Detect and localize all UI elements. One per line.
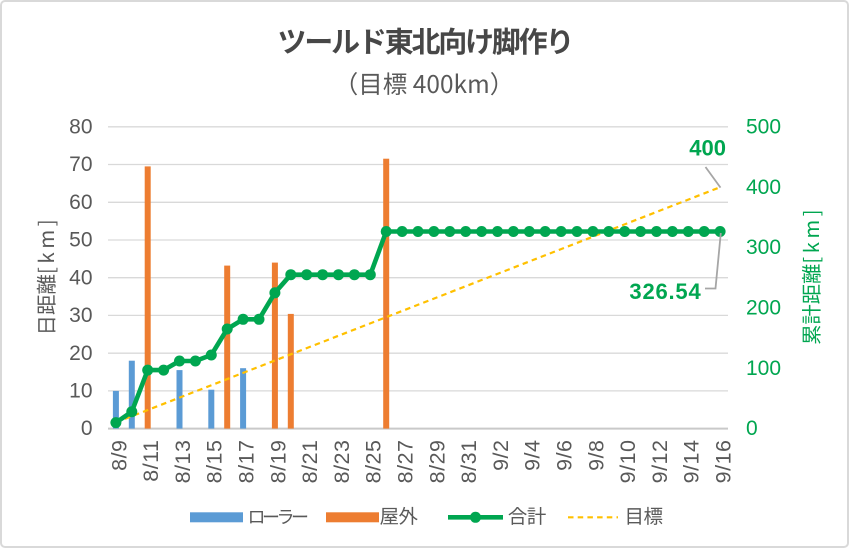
svg-text:80: 80 (69, 115, 92, 138)
svg-text:8/25: 8/25 (362, 440, 386, 484)
svg-text:9/12: 9/12 (648, 440, 672, 484)
svg-text:8/9: 8/9 (107, 440, 131, 471)
svg-text:8/23: 8/23 (330, 440, 354, 484)
svg-text:400: 400 (689, 135, 726, 160)
svg-text:8/31: 8/31 (457, 439, 481, 483)
svg-text:60: 60 (69, 191, 92, 214)
svg-text:40: 40 (69, 266, 92, 289)
svg-text:8/11: 8/11 (139, 440, 163, 482)
svg-text:8/21: 8/21 (298, 440, 322, 484)
svg-text:9/14: 9/14 (680, 440, 704, 484)
svg-text:200: 200 (746, 297, 781, 320)
svg-text:8/27: 8/27 (394, 440, 418, 484)
svg-text:9/16: 9/16 (712, 440, 736, 484)
svg-text:50: 50 (69, 229, 92, 252)
svg-text:70: 70 (69, 153, 92, 176)
svg-text:0: 0 (746, 417, 758, 440)
svg-text:8/13: 8/13 (171, 440, 195, 484)
svg-text:326.54: 326.54 (629, 279, 701, 304)
svg-text:9/8: 9/8 (584, 440, 608, 471)
svg-text:8/15: 8/15 (203, 440, 227, 484)
svg-text:9/4: 9/4 (521, 440, 545, 471)
svg-text:10: 10 (69, 380, 92, 403)
svg-text:0: 0 (81, 417, 93, 440)
svg-text:8/29: 8/29 (425, 440, 449, 484)
svg-text:500: 500 (746, 115, 781, 138)
svg-text:9/10: 9/10 (616, 440, 640, 484)
svg-text:300: 300 (746, 236, 781, 259)
svg-text:30: 30 (69, 304, 92, 327)
svg-text:100: 100 (746, 357, 781, 380)
svg-text:400: 400 (746, 176, 781, 199)
svg-text:8/17: 8/17 (235, 440, 259, 484)
svg-text:9/2: 9/2 (489, 440, 513, 471)
svg-text:8/19: 8/19 (266, 440, 290, 484)
svg-text:9/6: 9/6 (553, 440, 577, 471)
svg-text:20: 20 (69, 342, 92, 365)
